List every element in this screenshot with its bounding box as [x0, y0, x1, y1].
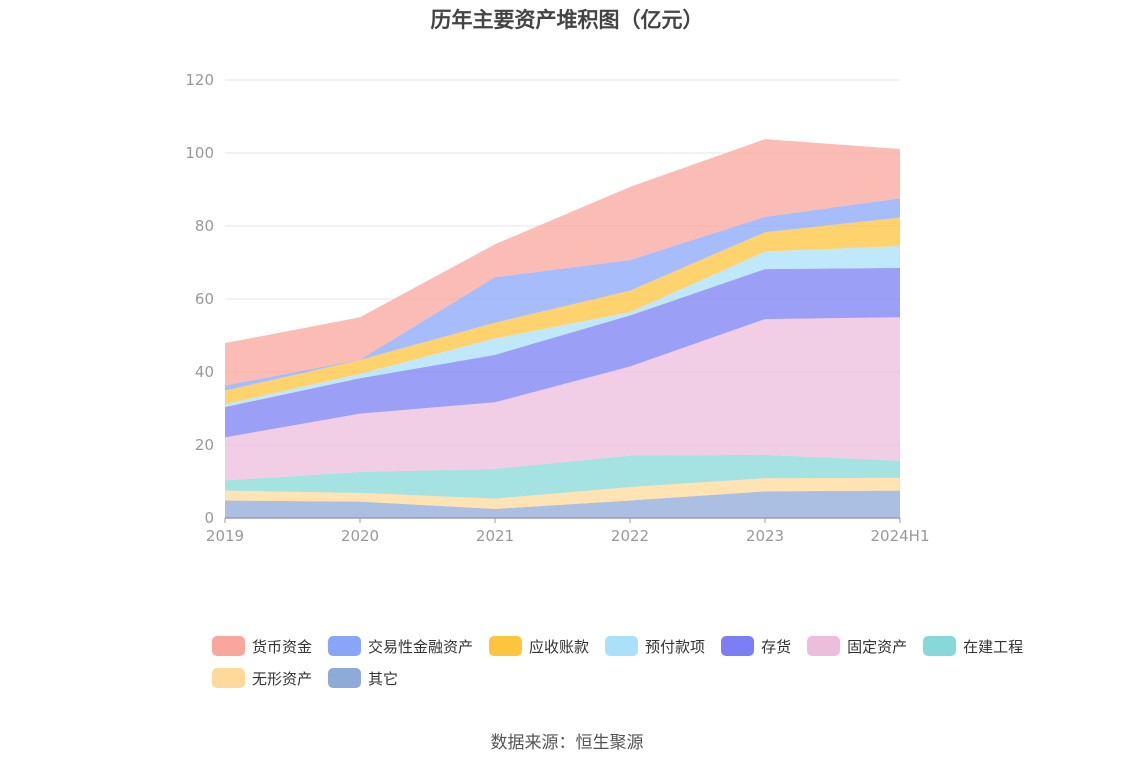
- legend-label: 固定资产: [847, 637, 908, 656]
- legend-item-无形资产[interactable]: 无形资产: [212, 668, 312, 689]
- legend-label: 交易性金融资产: [368, 637, 474, 656]
- legend-label: 无形资产: [252, 669, 313, 688]
- area-无形资产: [225, 477, 900, 509]
- y-tick-label: 80: [195, 217, 214, 235]
- stacked-area-chart: 0 20 40 60 80 100 120 2019 2020 2021 2022 2023 2024H…: [185, 71, 929, 545]
- legend-swatch: [923, 636, 957, 656]
- legend-item-存货[interactable]: 存货: [721, 636, 791, 657]
- legend-swatch: [328, 668, 362, 688]
- axes: 0 20 40 60 80 100 120 2019 2020 2021 2022 2023 2024H…: [185, 71, 929, 545]
- legend-row: 货币资金 交易性金融资产 应收账款 预付款项 存货 固定资产 在建工程: [212, 630, 1023, 662]
- y-tick-label: 20: [195, 436, 214, 454]
- legend-item-其它[interactable]: 其它: [328, 668, 398, 689]
- legend-item-固定资产[interactable]: 固定资产: [807, 636, 907, 657]
- y-tick-label: 60: [195, 290, 214, 308]
- legend-item-在建工程[interactable]: 在建工程: [923, 636, 1023, 657]
- area-预付款项: [225, 246, 900, 408]
- x-tick-label: 2023: [746, 527, 784, 545]
- legend-item-预付款项[interactable]: 预付款项: [605, 636, 705, 657]
- legend-label: 货币资金: [252, 637, 313, 656]
- legend-row: 无形资产 其它: [212, 662, 972, 694]
- chart-title: 历年主要资产堆积图（亿元）: [430, 8, 704, 32]
- legend-swatch: [212, 636, 245, 656]
- legend-swatch: [212, 668, 245, 688]
- legend-item-货币资金[interactable]: 货币资金: [212, 636, 312, 657]
- legend-swatch: [605, 636, 639, 656]
- x-tick-label: 2024H1: [871, 527, 930, 545]
- legend: 货币资金 交易性金融资产 应收账款 预付款项 存货 固定资产 在建工程无形资产 其它: [212, 630, 1023, 694]
- area-应收账款: [225, 217, 900, 405]
- legend-label: 预付款项: [645, 637, 706, 656]
- x-tick-label: 2020: [341, 527, 379, 545]
- x-tick-label: 2019: [206, 527, 244, 545]
- y-tick-label: 120: [185, 71, 214, 89]
- legend-swatch: [489, 636, 523, 656]
- x-tick-label: 2022: [611, 527, 649, 545]
- legend-label: 在建工程: [963, 637, 1024, 656]
- legend-label: 其它: [368, 669, 399, 688]
- y-tick-label: 0: [204, 509, 214, 527]
- y-tick-label: 40: [195, 363, 214, 381]
- legend-swatch: [807, 636, 841, 656]
- area-交易性金融资产: [225, 198, 900, 391]
- legend-swatch: [721, 636, 755, 656]
- area-在建工程: [225, 454, 900, 499]
- legend-item-交易性金融资产[interactable]: 交易性金融资产: [328, 636, 473, 657]
- area-series: [225, 139, 900, 518]
- x-tick-label: 2021: [476, 527, 514, 545]
- area-存货: [225, 267, 900, 438]
- area-其它: [225, 490, 900, 518]
- area-货币资金: [225, 139, 900, 386]
- legend-item-应收账款[interactable]: 应收账款: [489, 636, 589, 657]
- legend-label: 应收账款: [529, 637, 590, 656]
- y-tick-label: 100: [185, 144, 214, 162]
- legend-label: 存货: [761, 637, 792, 656]
- legend-swatch: [328, 636, 362, 656]
- area-固定资产: [225, 317, 900, 481]
- source-note: 数据来源：恒生聚源: [490, 733, 644, 753]
